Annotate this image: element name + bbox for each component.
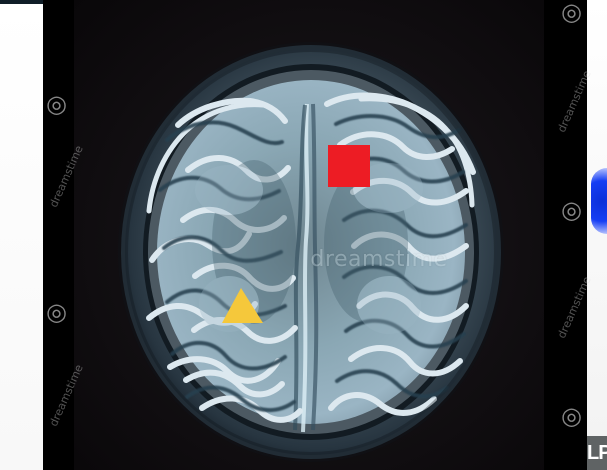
mri-image-panel: dreamstime — [74, 0, 544, 470]
left-watermark-icon-top: ◎ — [46, 90, 67, 118]
brain-mri-illustration — [118, 42, 504, 462]
left-background-panel — [0, 4, 43, 470]
brain-parenchyma — [157, 80, 465, 424]
left-image-rail — [43, 0, 74, 470]
cortical-gyri — [146, 92, 476, 423]
center-watermark-text: dreamstime — [310, 247, 448, 272]
right-watermark-icon-bottom: ◎ — [561, 402, 582, 430]
right-image-rail — [544, 0, 587, 470]
white-matter-texture — [195, 160, 423, 334]
left-watermark-icon-bottom: ◎ — [46, 298, 67, 326]
right-blue-shape — [591, 168, 607, 234]
bottom-right-logo: LP — [587, 436, 607, 470]
right-watermark-icon-top: ◎ — [561, 0, 582, 26]
right-watermark-icon-middle: ◎ — [561, 196, 582, 224]
yellow-triangle-marker — [222, 288, 263, 323]
brain-dark-sulci — [158, 114, 468, 412]
interhemispheric-fissure — [301, 103, 310, 433]
right-background-panel: LP — [587, 0, 607, 470]
red-square-marker — [328, 145, 370, 187]
